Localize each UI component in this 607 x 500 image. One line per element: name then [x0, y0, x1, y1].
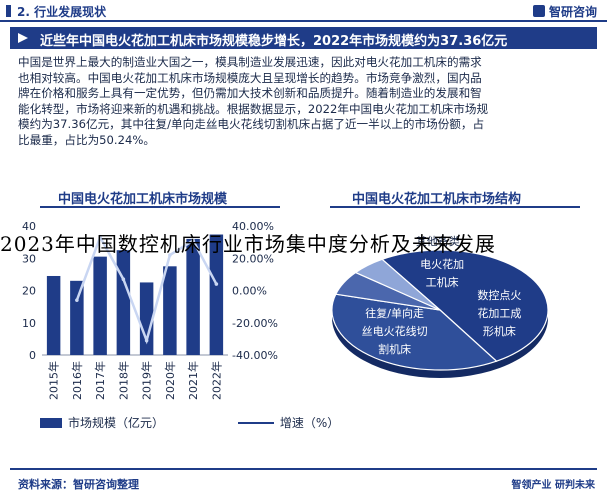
- y2-tick-label: 0.00%: [232, 285, 267, 298]
- pie-slice: [380, 249, 549, 362]
- growth-point: [168, 253, 172, 257]
- y-tick-label: 30: [22, 252, 36, 265]
- growth-point: [144, 338, 149, 343]
- pie-slice-label: 丝电火花线切: [362, 324, 428, 338]
- legend-line-swatch: [237, 422, 274, 424]
- x-tick-label: 2017年: [93, 361, 107, 400]
- growth-point: [121, 277, 126, 282]
- y-tick-label: 10: [22, 317, 36, 330]
- bar-mark: [70, 280, 84, 355]
- source-note: 资料来源：智研咨询整理: [18, 478, 139, 491]
- pie-slice-label: 数控点火: [477, 288, 521, 302]
- pie-slice-label: 花加工成: [477, 307, 521, 320]
- banner-arrow-icon: [18, 33, 28, 43]
- footer-divider: [10, 468, 597, 470]
- market-size-chart: 0 10 20 30 40 -40.00% -20.00% 0.00% 20.00% 40.00%…: [22, 220, 278, 400]
- legend-line-label: 增速（%）: [279, 416, 340, 430]
- paragraph-line: 模约为37.36亿元，其中往复/单向走丝电火花线切割机床占据了近一半以上的市场份…: [18, 117, 485, 132]
- chart-legend: 市场规模（亿元） 增速（%）: [40, 414, 580, 434]
- growth-point: [75, 298, 79, 302]
- section-title-text: 2. 行业发展现状: [17, 5, 107, 19]
- y-tick-label: 20: [22, 285, 36, 298]
- pie-slice-label: 形机床: [483, 324, 516, 338]
- footer-logo: 智领产业 研判未来: [511, 480, 595, 491]
- paragraph-line: 中国是世界上最大的制造业大国之一，模具制造业发展迅速，因此对电火花加工机床的需求: [18, 55, 482, 69]
- y2-tick-label: 20.00%: [232, 252, 274, 265]
- y-tick-label: 0: [29, 349, 36, 362]
- legend-bar-item: 市场规模（亿元）: [40, 416, 164, 430]
- pie-slice-label: 工机床: [426, 275, 459, 289]
- growth-point: [214, 282, 219, 286]
- left-title-divider: [40, 206, 280, 208]
- y2-tick-label: 40.00%: [232, 220, 274, 233]
- y-tick-label: 40: [22, 220, 36, 233]
- bar-mark: [46, 275, 61, 355]
- x-tick-label: 2019年: [140, 361, 154, 400]
- section-marker-icon: [6, 5, 11, 17]
- x-tick-label: 2022年: [209, 361, 223, 400]
- left-chart-title: 中国电火花加工机床市场规模: [58, 192, 228, 207]
- x-tick-label: 2018年: [116, 361, 130, 400]
- x-tick-label: 2015年: [47, 361, 61, 400]
- x-tick-label: 2016年: [70, 361, 84, 400]
- page-header: 2. 行业发展现状 智研咨询: [0, 0, 607, 22]
- body-paragraph: 中国是世界上最大的制造业大国之一，模具制造业发展迅速，因此对电火花加工机床的需求…: [18, 55, 590, 149]
- brand-logo-text: 智研咨询: [548, 5, 597, 19]
- pie-slice: [354, 258, 441, 311]
- pie-slice-label: 电火花加: [420, 258, 464, 271]
- right-title-divider: [330, 206, 580, 208]
- section-title: 2. 行业发展现状: [6, 3, 106, 20]
- paragraph-line: 比最重，占比为50.24%。: [18, 132, 155, 147]
- headline-text: 近些年中国电火花加工机床市场规模稳步增长，2022年市场规模约为37.36亿元: [40, 34, 508, 49]
- bar-mark: [209, 234, 224, 355]
- bar-mark: [163, 266, 177, 355]
- headline-banner: 近些年中国电火花加工机床市场规模稳步增长，2022年市场规模约为37.36亿元: [10, 27, 597, 49]
- pie-slice-label: 往复/单向走: [365, 306, 424, 320]
- growth-point: [98, 235, 102, 240]
- bar-mark: [186, 238, 200, 355]
- y2-tick-label: -40.00%: [232, 349, 278, 362]
- brand-logo-icon: [532, 5, 545, 17]
- growth-point: [191, 238, 195, 243]
- paragraph-line: 也相对较高。中国电火花加工机床市场规模庞大且呈现增长的趋势。市场竞争激烈，国内品: [18, 70, 482, 85]
- brand-logo: 智研咨询: [532, 3, 597, 20]
- legend-bar-swatch: [40, 418, 62, 428]
- paragraph-line: 能化转型，市场将迎来新的机遇和挑战。根据数据显示，2022年中国电火花加工机床市…: [18, 101, 489, 116]
- bar-mark: [139, 282, 154, 355]
- legend-bar-label: 市场规模（亿元）: [68, 416, 165, 430]
- y2-tick-label: -20.00%: [232, 317, 278, 330]
- right-chart-title: 中国电火花加工机床市场结构: [352, 192, 522, 207]
- pie-slice: [331, 293, 498, 371]
- legend-line-item: 增速（%）: [237, 416, 340, 430]
- pie-slice-label: 割机床: [378, 342, 411, 356]
- pie-slice-label: 其他备类: [416, 234, 460, 248]
- x-tick-label: 2020年: [163, 361, 177, 400]
- bar-mark: [116, 250, 131, 355]
- bar-mark: [93, 256, 107, 355]
- x-tick-label: 2021年: [186, 361, 200, 400]
- paragraph-line: 牌在价格和服务上具有一定优势，但仍需加大技术创新和品质提升。随着制造业的发展和智: [18, 86, 482, 101]
- overlay-article-title: 2023年中国数控机床行业市场集中度分析及未来发展: [0, 232, 496, 256]
